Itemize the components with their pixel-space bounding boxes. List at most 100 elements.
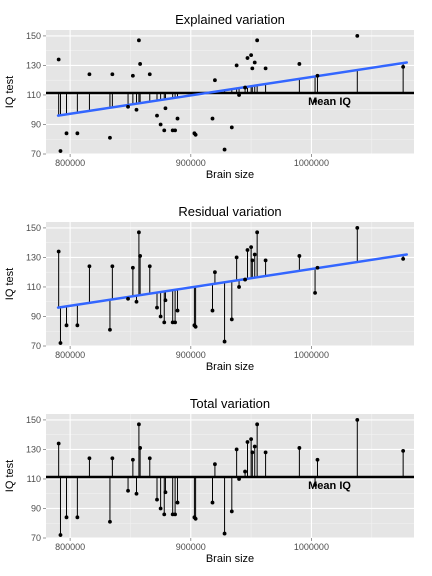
data-point (263, 450, 268, 455)
data-point (162, 128, 167, 133)
data-point (263, 66, 268, 71)
data-point (250, 258, 255, 263)
data-point (162, 512, 167, 517)
y-tick-label: 70 (31, 341, 41, 351)
data-point (137, 230, 141, 235)
data-point (75, 131, 80, 136)
data-point (245, 248, 250, 252)
data-point (87, 72, 92, 77)
data-point (64, 323, 69, 328)
data-point (297, 254, 302, 258)
y-axis-label: IQ test (4, 76, 16, 108)
data-point (229, 509, 234, 514)
data-point (130, 73, 135, 78)
data-point (210, 116, 215, 121)
data-point (75, 323, 80, 328)
data-point (193, 324, 198, 329)
x-tick-label: 900000 (176, 158, 206, 168)
y-axis-label: IQ test (4, 460, 16, 492)
data-point (138, 446, 143, 450)
data-point (155, 497, 159, 502)
data-point (130, 265, 135, 270)
data-point (58, 533, 63, 537)
data-point (249, 53, 254, 57)
x-tick-label: 1000000 (294, 542, 329, 552)
data-point (130, 457, 135, 462)
data-point (315, 73, 320, 78)
data-point (163, 298, 168, 303)
y-tick-label: 90 (31, 311, 41, 321)
data-point (126, 104, 130, 109)
data-point (243, 85, 247, 90)
data-point (255, 422, 260, 427)
panel-1: Explained variation 70 90 110 130 150 800000 90… (4, 12, 414, 181)
mean-iq-label: Mean IQ (308, 480, 351, 492)
data-point (155, 305, 159, 310)
y-tick-label: 150 (26, 31, 41, 41)
y-tick-label: 90 (31, 119, 41, 129)
data-point (250, 450, 255, 455)
data-point (64, 131, 69, 136)
data-point (355, 34, 360, 38)
y-tick-label: 110 (27, 90, 41, 100)
data-point (401, 449, 406, 453)
y-tick-label: 150 (26, 415, 41, 425)
data-point (126, 488, 130, 493)
x-axis-label: Brain size (206, 553, 254, 565)
data-point (263, 258, 268, 263)
data-point (126, 296, 130, 301)
data-point (75, 515, 80, 520)
data-point (56, 441, 61, 446)
data-point (222, 339, 227, 344)
chart-title: Explained variation (175, 12, 285, 27)
data-point (163, 490, 168, 495)
data-point (234, 63, 239, 68)
data-point (137, 422, 141, 427)
data-point (108, 327, 112, 332)
y-tick-label: 110 (27, 282, 41, 292)
data-point (252, 60, 257, 65)
data-point (137, 38, 141, 43)
data-point (108, 135, 112, 140)
data-point (222, 531, 227, 536)
data-point (213, 78, 217, 83)
y-tick-label: 130 (26, 252, 41, 262)
regression-line (56, 253, 409, 309)
chart-title: Total variation (190, 396, 270, 411)
data-point (87, 264, 92, 269)
data-point (252, 444, 257, 449)
data-point (229, 317, 234, 322)
data-point (58, 149, 63, 153)
regression-line (56, 61, 409, 117)
data-point (58, 341, 63, 345)
data-point (313, 482, 317, 487)
data-point (210, 500, 215, 505)
x-tick-label: 1000000 (294, 350, 329, 360)
data-point (237, 285, 241, 289)
data-point (158, 314, 163, 319)
data-point (110, 456, 115, 461)
panel-3: Total variation 70 90 110 130 150 800000 900000… (4, 396, 414, 565)
y-tick-label: 150 (26, 223, 41, 233)
data-point (64, 515, 69, 520)
data-point (243, 277, 247, 282)
data-point (222, 147, 227, 152)
x-tick-label: 900000 (176, 542, 206, 552)
panel-2: Residual variation 70 90 110 130 150 800000 900… (4, 204, 414, 373)
data-point (234, 447, 239, 452)
x-tick-label: 900000 (176, 350, 206, 360)
data-point (134, 299, 139, 304)
x-tick-label: 1000000 (294, 158, 329, 168)
data-point (147, 456, 152, 461)
data-point (249, 245, 254, 249)
data-point (250, 66, 255, 71)
data-point (315, 457, 320, 462)
x-axis-label: Brain size (206, 361, 254, 373)
data-point (110, 264, 115, 269)
y-axis-label: IQ test (4, 268, 16, 300)
data-point (175, 308, 180, 313)
data-point (355, 226, 360, 230)
data-point (134, 491, 139, 496)
data-point (255, 38, 260, 43)
